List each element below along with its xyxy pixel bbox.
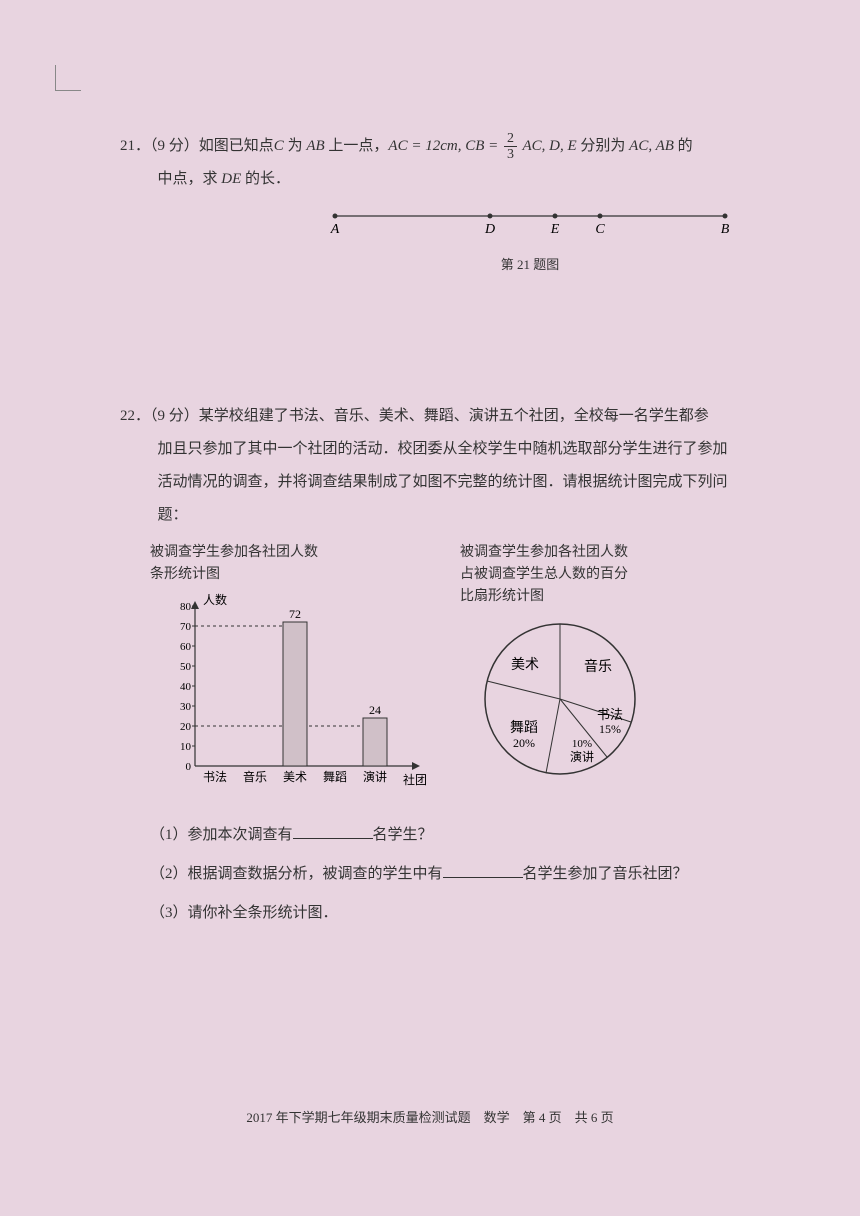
charts-row: 被调查学生参加各社团人数 条形统计图 人数 社团 [150,542,770,805]
bar-title: 被调查学生参加各社团人数 条形统计图 [150,542,430,587]
svg-text:0: 0 [186,761,192,773]
svg-text:演讲: 演讲 [363,769,387,784]
q22-sub2: （2）根据调查数据分析，被调查的学生中有名学生参加了音乐社团？ [150,858,770,891]
problem-21: 21．（9 分）如图已知点C 为 AB 上一点，AC = 12cm, CB = … [120,130,770,280]
page-content: 21．（9 分）如图已知点C 为 AB 上一点，AC = 12cm, CB = … [0,0,860,930]
point-D: D [484,222,495,236]
point-A: A [330,222,340,236]
pie-title: 被调查学生参加各社团人数 占被调查学生总人数的百分 比扇形统计图 [460,542,660,609]
point-E: E [550,222,560,236]
pie-music: 音乐 [584,658,612,675]
x-categories: 书法 音乐 美术 舞蹈 演讲 [203,769,387,784]
svg-text:10: 10 [180,741,192,753]
q22-sub3: （3）请你补全条形统计图． [150,897,770,930]
y-ticks: 0 10 20 30 40 50 60 70 80 [180,601,195,773]
pie-speech-pct: 10% [572,738,592,750]
pie-chart-block: 被调查学生参加各社团人数 占被调查学生总人数的百分 比扇形统计图 [460,542,660,805]
pie-dance-pct: 20% [513,736,535,750]
pie-calli-pct: 15% [599,722,621,736]
bar-speech [363,718,387,766]
q21-num: 21． [120,138,150,154]
fraction: 23 [504,131,517,163]
pie-art: 美术 [511,657,539,673]
q22-sub1: （1）参加本次调查有名学生？ [150,819,770,852]
bar-art-val: 72 [289,607,301,621]
pie-dance: 舞蹈 [510,720,538,736]
svg-text:40: 40 [180,681,192,693]
q21-line2: 中点，求 DE 的长． [120,163,770,196]
pie-chart-svg: 音乐 美术 书法 15% 10% 演讲 舞蹈 20% [460,614,660,784]
svg-text:80: 80 [180,601,192,613]
svg-text:70: 70 [180,621,192,633]
x-axis-label: 社团 [403,772,427,787]
bar-chart-block: 被调查学生参加各社团人数 条形统计图 人数 社团 [150,542,430,805]
svg-text:50: 50 [180,661,192,673]
bar-art [283,622,307,766]
bar-speech-val: 24 [369,703,381,717]
svg-text:音乐: 音乐 [243,769,267,784]
bar-chart-svg: 人数 社团 0 10 20 30 40 50 60 70 80 [150,591,430,791]
y-axis-label: 人数 [203,592,227,607]
q22-line1: 22．（9 分）某学校组建了书法、音乐、美术、舞蹈、演讲五个社团，全校每一名学生… [120,400,770,433]
blank-2 [443,862,523,878]
q22-num: 22． [120,408,150,424]
svg-text:60: 60 [180,641,192,653]
pie-calli: 书法 [597,707,623,722]
q21-line1: 21．（9 分）如图已知点C 为 AB 上一点，AC = 12cm, CB = … [120,130,770,163]
q21-pts: （9 分） [150,138,199,154]
svg-text:20: 20 [180,721,192,733]
q22-pts: （9 分） [150,408,199,424]
q21-figure: A D E C B 第 21 题图 [330,206,730,280]
svg-text:舞蹈: 舞蹈 [323,770,347,784]
point-B: B [721,222,730,236]
q21-caption: 第 21 题图 [330,251,730,280]
svg-text:美术: 美术 [283,770,307,784]
blank-1 [293,823,373,839]
corner-mark [55,65,81,91]
svg-text:30: 30 [180,701,192,713]
problem-22: 22．（9 分）某学校组建了书法、音乐、美术、舞蹈、演讲五个社团，全校每一名学生… [120,400,770,931]
page-footer: 2017 年下学期七年级期末质量检测试题 数学 第 4 页 共 6 页 [0,1107,860,1126]
svg-text:书法: 书法 [203,770,227,784]
line-segment-svg: A D E C B [330,206,730,236]
pie-speech: 演讲 [570,749,594,764]
point-C: C [595,222,605,236]
